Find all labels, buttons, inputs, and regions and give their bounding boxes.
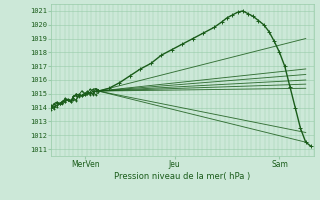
X-axis label: Pression niveau de la mer( hPa ): Pression niveau de la mer( hPa )	[114, 172, 251, 181]
